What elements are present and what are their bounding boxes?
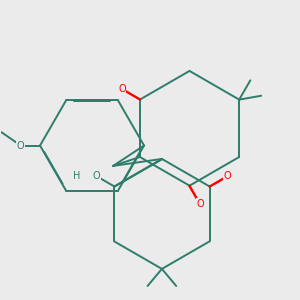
Text: O: O [224,171,231,181]
Text: O: O [196,199,204,209]
Text: O: O [92,171,100,181]
Text: H: H [73,171,80,181]
Text: O: O [17,140,25,151]
Text: O: O [118,84,126,94]
